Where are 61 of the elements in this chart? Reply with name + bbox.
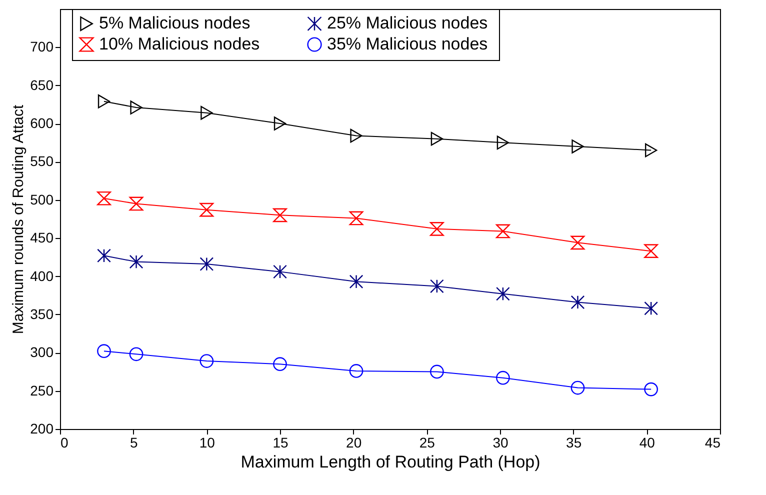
y-tick-label: 650 — [30, 76, 54, 93]
point — [644, 143, 658, 158]
x-tick-label: 45 — [704, 434, 721, 450]
y-tick-label: 500 — [30, 191, 54, 208]
y-tick-label: 350 — [30, 306, 54, 322]
y-tick-label: 550 — [30, 153, 54, 170]
point — [644, 382, 658, 396]
point — [644, 301, 658, 316]
point — [349, 364, 364, 378]
point — [349, 211, 364, 226]
point — [200, 106, 213, 120]
x-tick-label: 30 — [492, 434, 508, 450]
y-tick-label: 700 — [30, 38, 54, 55]
point — [496, 286, 510, 301]
legend-label: 35% Malicious nodes — [327, 34, 488, 54]
point — [496, 370, 510, 385]
point — [274, 116, 286, 130]
y-tick-label: 250 — [30, 382, 54, 398]
point — [570, 236, 585, 250]
point — [200, 257, 214, 271]
point — [430, 222, 444, 236]
x-tick-label: 25 — [419, 434, 436, 450]
point — [496, 136, 510, 150]
point — [570, 295, 585, 310]
x-tick-label: 5 — [130, 434, 138, 450]
point — [430, 364, 444, 379]
point — [97, 248, 111, 263]
y-tick-label: 200 — [30, 420, 54, 436]
x-tick-label: 40 — [639, 434, 656, 450]
legend-label: 25% Malicious nodes — [327, 14, 488, 33]
y-axis-title: Maximum rounds of Routing Attact — [10, 104, 28, 334]
point — [273, 208, 287, 222]
x-tick-label: 20 — [346, 434, 362, 450]
point — [570, 380, 585, 395]
x-tick-label: 35 — [566, 434, 582, 450]
x-tick-label: 15 — [272, 434, 288, 450]
point — [97, 344, 111, 358]
point — [430, 279, 444, 294]
y-tick-label: 400 — [30, 268, 54, 284]
legend-label: 5% Malicious nodes — [99, 14, 250, 33]
point — [572, 140, 584, 154]
legend-label: 10% Malicious nodes — [99, 34, 260, 54]
point — [130, 100, 142, 114]
x-tick-label: 0 — [60, 434, 68, 450]
y-tick-label: 300 — [30, 344, 54, 360]
point — [129, 347, 144, 362]
x-tick-label: 10 — [199, 434, 216, 450]
point — [129, 254, 144, 269]
point — [200, 202, 214, 217]
point — [98, 94, 110, 108]
y-tick-label: 450 — [30, 230, 54, 246]
point — [273, 264, 287, 279]
y-tick-label: 600 — [30, 115, 54, 132]
point — [129, 196, 144, 211]
point — [430, 132, 444, 146]
point — [273, 357, 287, 372]
point — [200, 354, 214, 368]
point — [496, 224, 510, 238]
x-axis-title: Maximum Length of Routing Path (Hop) — [240, 452, 540, 472]
point — [350, 128, 362, 143]
point — [349, 274, 364, 289]
